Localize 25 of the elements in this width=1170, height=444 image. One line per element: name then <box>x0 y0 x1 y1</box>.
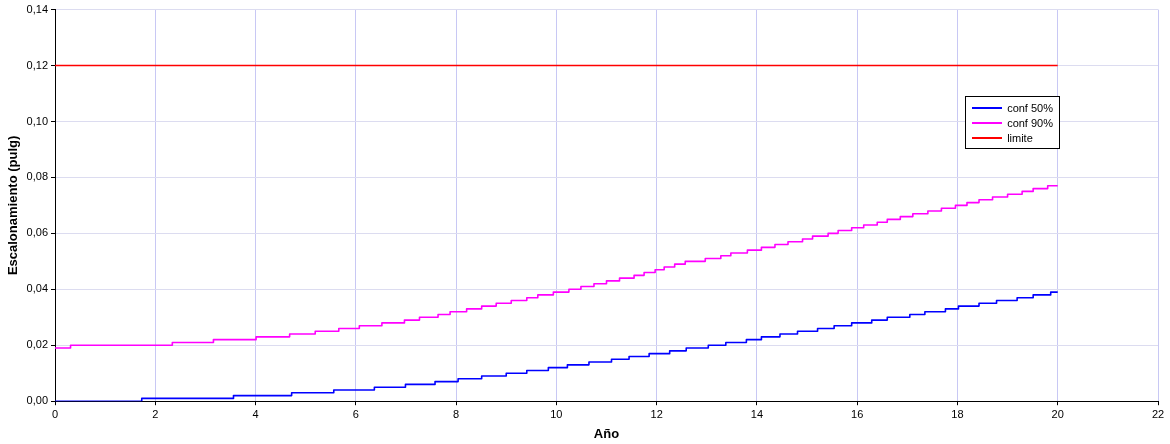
x-tick-label: 16 <box>851 407 864 420</box>
y-tick-label: 0,12 <box>26 58 49 71</box>
y-tick-label: 0,08 <box>26 170 49 183</box>
x-tick-label: 22 <box>1151 407 1165 420</box>
x-tick-label: 8 <box>453 407 460 420</box>
y-tick-label: 0,00 <box>26 394 49 407</box>
legend-label: conf 90% <box>1007 116 1053 129</box>
x-tick-label: 2 <box>152 407 159 420</box>
x-tick-label: 6 <box>352 407 359 420</box>
y-axis-title: Escalonamiento (pulg) <box>5 135 21 276</box>
x-tick-label: 12 <box>650 407 663 420</box>
x-tick-label: 4 <box>252 407 259 420</box>
x-tick-label: 14 <box>750 407 764 420</box>
x-tick-label: 18 <box>951 407 964 420</box>
x-tick-label: 10 <box>550 407 563 420</box>
legend-label: conf 50% <box>1007 101 1053 114</box>
legend-label: limite <box>1007 131 1033 144</box>
x-tick-label: 0 <box>51 407 59 420</box>
x-axis-title: Año <box>593 425 620 441</box>
y-tick-label: 0,02 <box>26 338 49 351</box>
y-tick-label: 0,04 <box>26 282 49 295</box>
x-tick-label: 20 <box>1051 407 1064 420</box>
y-tick-label: 0,10 <box>26 114 49 127</box>
y-tick-label: 0,06 <box>26 226 49 239</box>
y-tick-label: 0,14 <box>26 2 49 15</box>
